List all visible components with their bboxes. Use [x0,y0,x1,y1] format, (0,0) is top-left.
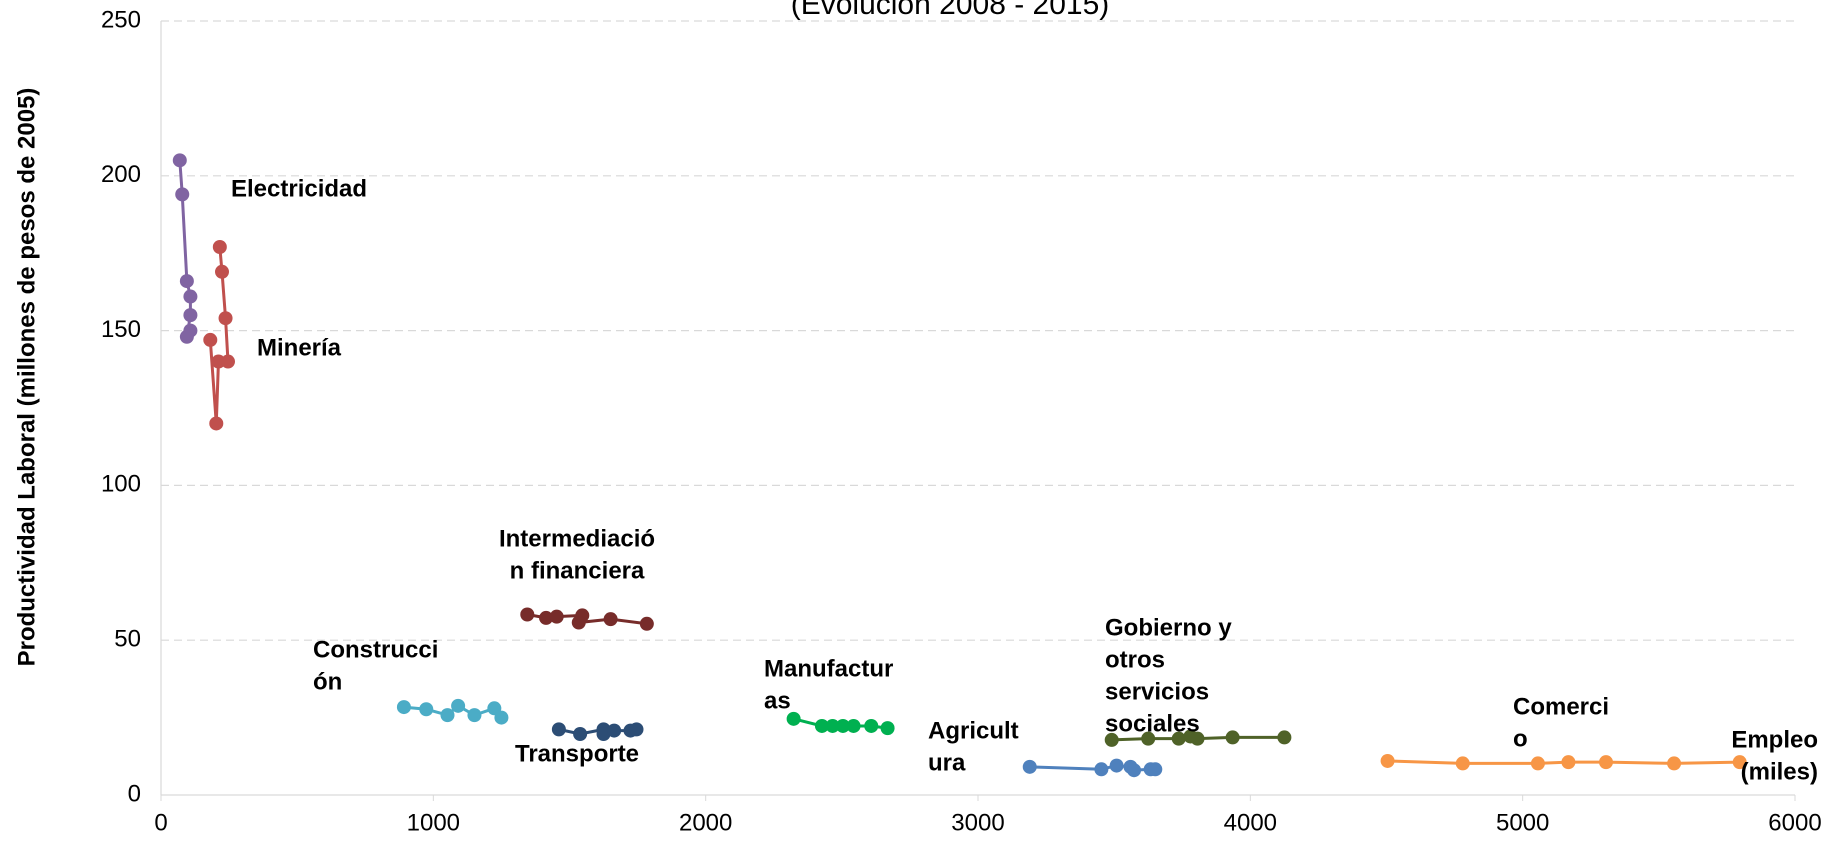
data-point [539,610,554,625]
data-point [786,711,801,726]
data-point [1225,730,1240,745]
data-point [494,710,509,725]
data-point [864,718,879,733]
data-point [1380,753,1395,768]
y-tick-label: 250 [101,6,141,33]
data-point [1094,762,1109,777]
data-point [203,332,218,347]
x-tick-label: 4000 [1224,809,1277,836]
y-axis-label: Productividad Laboral (millones de pesos… [13,88,40,667]
data-point [607,723,622,738]
data-point [183,289,198,304]
data-point [835,718,850,733]
data-point [846,718,861,733]
data-point [1104,732,1119,747]
series-label: n financiera [510,557,645,584]
data-point [209,416,224,431]
data-point [639,616,654,631]
data-point [212,240,227,255]
data-point [183,308,198,323]
data-point [179,274,194,289]
series-label: ón [313,668,342,695]
x-tick-label: 2000 [679,809,732,836]
series-label: Manufactur [764,655,893,682]
x-axis-label: Empleo [1731,726,1818,753]
series-label: servicios [1105,678,1209,705]
data-point [396,700,411,715]
y-tick-label: 0 [128,780,141,807]
data-point [1667,756,1682,771]
series-label: otros [1105,646,1165,673]
data-point [571,615,586,630]
data-point [549,609,564,624]
series-label: Construcci [313,636,438,663]
y-tick-label: 150 [101,316,141,343]
chart-title: (Evolución 2008 - 2015) [791,0,1110,21]
y-tick-label: 200 [101,161,141,188]
series-label: Intermediació [499,525,655,552]
series-label: Agricult [928,717,1019,744]
x-tick-label: 6000 [1768,809,1821,836]
data-point [520,607,535,622]
data-point [1171,731,1186,746]
data-point [814,718,829,733]
x-tick-label: 5000 [1496,809,1549,836]
data-point [629,722,644,737]
data-point [175,187,190,202]
series-label: Transporte [515,740,639,767]
series-label: as [764,687,791,714]
x-tick-label: 1000 [407,809,460,836]
data-point [603,612,618,627]
y-tick-label: 100 [101,471,141,498]
series-label: sociales [1105,710,1200,737]
data-point [1109,758,1124,773]
series-label: Electricidad [231,175,367,202]
data-point [1561,755,1576,770]
data-point [220,354,235,369]
data-point [440,708,455,723]
series-label: ura [928,749,966,776]
data-point [218,311,233,326]
data-point [183,323,198,338]
series-label: o [1513,725,1528,752]
data-point [1148,762,1163,777]
data-point [1190,731,1205,746]
data-point [1530,756,1545,771]
x-tick-label: 0 [154,809,167,836]
data-point [419,702,434,717]
data-point [1277,730,1292,745]
y-tick-label: 50 [114,626,141,653]
data-point [1599,755,1614,770]
data-point [172,153,187,168]
x-axis-label: (miles) [1741,758,1818,785]
data-point [467,708,482,723]
data-point [1141,731,1156,746]
data-point [573,727,588,742]
data-point [880,721,895,736]
series-label: Gobierno y [1105,614,1232,641]
data-point [1022,759,1037,774]
data-point [451,698,466,713]
x-tick-label: 3000 [951,809,1004,836]
series-label: Comerci [1513,693,1609,720]
data-point [1127,763,1142,778]
series-label: Minería [257,334,342,361]
data-point [1455,756,1470,771]
data-point [1732,755,1747,770]
data-point [825,718,840,733]
data-point [215,264,230,279]
data-point [596,727,611,742]
data-point [551,722,566,737]
